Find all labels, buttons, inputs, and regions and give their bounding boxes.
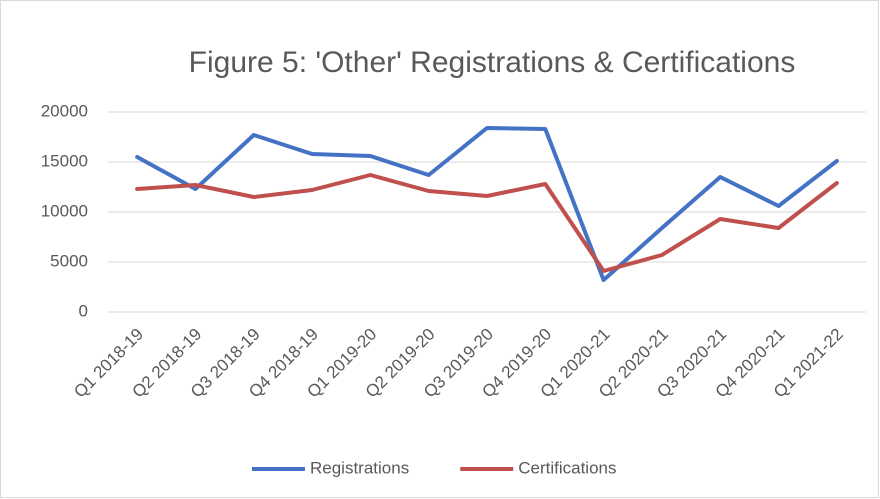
legend-label: Registrations (310, 458, 409, 477)
legend-label: Certifications (518, 458, 616, 477)
y-tick-label: 20000 (41, 101, 88, 120)
y-tick-label: 15000 (41, 151, 88, 170)
y-tick-label: 10000 (41, 201, 88, 220)
y-tick-label: 5000 (50, 251, 88, 270)
line-series (135, 126, 839, 282)
chart-title: Figure 5: 'Other' Registrations & Certif… (189, 46, 796, 79)
y-tick-label: 0 (79, 301, 88, 320)
line-series (135, 173, 839, 273)
